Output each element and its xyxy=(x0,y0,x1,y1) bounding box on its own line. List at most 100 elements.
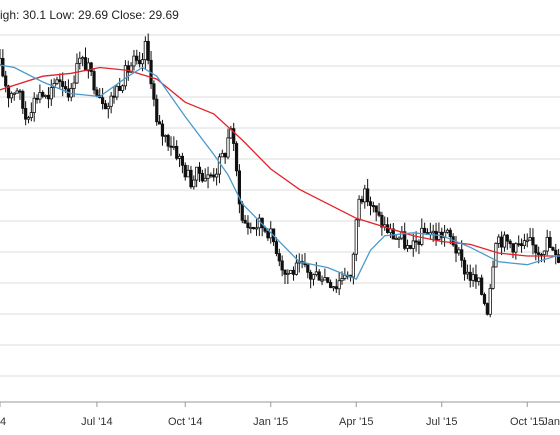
candle-body xyxy=(431,230,435,234)
candle-body xyxy=(554,249,558,256)
x-tick-label: Apr '15 xyxy=(339,416,374,428)
candle-body xyxy=(155,98,159,123)
candle-body xyxy=(89,62,93,72)
candle-body xyxy=(462,259,467,275)
candle-body xyxy=(274,241,279,254)
x-tick-label: Oct '14 xyxy=(168,416,203,428)
candle-body xyxy=(397,237,401,240)
candle-body xyxy=(132,55,136,67)
candle-body xyxy=(138,59,142,65)
candle-body xyxy=(286,273,290,276)
candle-body xyxy=(511,243,515,253)
candle-body xyxy=(166,134,170,147)
candle-body xyxy=(542,250,546,255)
candle-body xyxy=(468,271,472,281)
candle-body xyxy=(234,143,239,172)
candle-body xyxy=(86,62,90,72)
candle-body xyxy=(488,288,492,315)
candle-body xyxy=(186,169,190,178)
candle-body xyxy=(551,247,555,251)
candle-body xyxy=(24,107,28,120)
candle-body xyxy=(394,237,398,240)
candle-body xyxy=(289,269,293,274)
candle-body xyxy=(212,174,216,178)
candle-body xyxy=(371,205,375,208)
candle-body xyxy=(294,262,299,275)
candle-body xyxy=(83,57,88,72)
candle-body xyxy=(537,252,541,255)
candle-body xyxy=(44,94,48,97)
moving-average-short-line xyxy=(0,64,560,281)
candle-body xyxy=(514,243,518,253)
candle-body xyxy=(192,179,196,188)
candle-body xyxy=(417,241,421,245)
candle-body xyxy=(360,198,364,203)
candle-body xyxy=(6,85,11,99)
candle-body xyxy=(35,97,39,100)
candle-body xyxy=(477,277,481,282)
candle-body xyxy=(331,286,336,289)
ohlc-readout: igh: 30.1 Low: 29.69 Close: 29.69 xyxy=(0,8,179,22)
candle-body xyxy=(157,121,162,125)
candle-body xyxy=(320,279,324,282)
candle-body xyxy=(528,237,532,241)
candle-body xyxy=(445,229,450,233)
candle-body xyxy=(254,227,259,230)
candle-body xyxy=(474,274,478,282)
candle-body xyxy=(311,274,316,280)
candle-body xyxy=(21,91,25,109)
candle-body xyxy=(172,145,176,148)
candle-body xyxy=(249,226,253,229)
candle-body xyxy=(351,253,356,278)
candle-body xyxy=(152,83,156,100)
candle-body xyxy=(61,81,65,87)
candle-body xyxy=(109,95,113,107)
candle-body xyxy=(309,271,313,280)
candle-body xyxy=(177,155,182,159)
candle-body xyxy=(502,234,507,248)
candle-body xyxy=(123,65,127,87)
candle-body xyxy=(343,274,347,279)
candle-body xyxy=(41,92,45,97)
candle-body xyxy=(118,85,122,91)
candle-body xyxy=(505,234,509,242)
candle-body xyxy=(408,245,413,249)
candle-body xyxy=(95,89,99,96)
candle-body xyxy=(283,269,287,275)
candle-body xyxy=(334,286,338,290)
candle-body xyxy=(497,236,501,244)
candle-body xyxy=(106,105,110,110)
candle-body xyxy=(223,152,227,158)
candle-body xyxy=(243,219,247,224)
candle-body xyxy=(454,244,458,254)
candle-body xyxy=(494,242,498,268)
candle-body xyxy=(374,205,378,213)
candle-body xyxy=(246,222,250,229)
candle-body xyxy=(380,214,384,228)
candle-body xyxy=(220,152,224,158)
candle-body xyxy=(420,227,424,245)
candle-body xyxy=(26,117,31,120)
candle-body xyxy=(317,271,321,281)
candle-body xyxy=(337,280,341,290)
candle-body xyxy=(46,94,51,100)
candle-body xyxy=(508,240,512,245)
candle-body xyxy=(471,274,475,281)
candle-body xyxy=(457,249,461,254)
candle-body xyxy=(326,277,330,283)
candle-body xyxy=(277,253,281,262)
candle-body xyxy=(72,82,76,89)
candle-body xyxy=(140,59,145,65)
candle-body xyxy=(377,211,381,216)
candle-body xyxy=(120,85,125,91)
candle-body xyxy=(440,231,444,238)
candle-body xyxy=(534,244,538,254)
candle-body xyxy=(545,236,549,252)
candle-body xyxy=(75,62,79,84)
candle-body xyxy=(18,90,22,93)
candle-body xyxy=(252,226,256,230)
candle-body xyxy=(323,277,327,281)
candle-body xyxy=(63,86,68,90)
candle-body xyxy=(183,164,187,178)
